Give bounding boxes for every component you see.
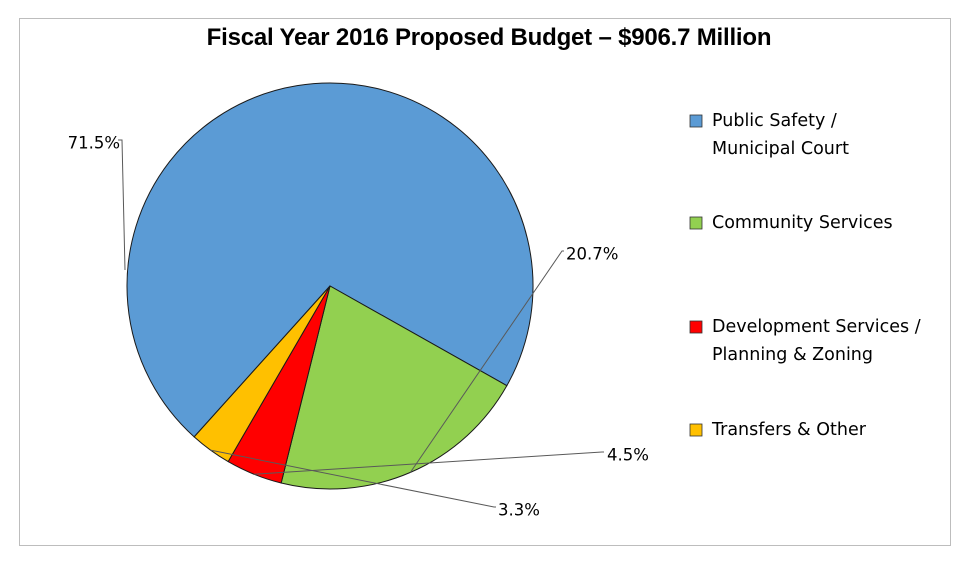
pie-slices bbox=[126, 82, 534, 490]
data-label: 20.7% bbox=[566, 245, 618, 264]
legend-entry-label: Transfers & Other bbox=[711, 420, 867, 440]
data-label: 4.5% bbox=[607, 446, 649, 465]
legend: Public Safety / Municipal Court Community … bbox=[689, 111, 921, 440]
data-label: 71.5% bbox=[68, 134, 120, 153]
legend-entry-label: Community Services bbox=[712, 213, 893, 233]
leader-lines bbox=[118, 139, 604, 508]
leader-line bbox=[210, 449, 496, 508]
legend-entry-label: Development Services / bbox=[712, 317, 921, 337]
leader-line bbox=[118, 139, 126, 271]
pie-slice bbox=[126, 82, 534, 438]
legend-swatch bbox=[689, 216, 703, 230]
legend-swatch bbox=[689, 423, 703, 437]
legend-entry-label: Municipal Court bbox=[712, 139, 849, 159]
legend-entry-label: Planning & Zoning bbox=[712, 345, 873, 365]
chart-title: Fiscal Year 2016 Proposed Budget – $906.… bbox=[206, 24, 772, 51]
data-labels: 71.5% 20.7% 4.5% 3.3% bbox=[68, 134, 649, 520]
legend-swatch bbox=[689, 320, 703, 334]
leader-line bbox=[409, 250, 564, 473]
leader-line bbox=[253, 451, 604, 475]
legend-entry-label: Public Safety / bbox=[712, 111, 837, 131]
legend-swatch bbox=[689, 114, 703, 128]
data-label: 3.3% bbox=[498, 501, 540, 520]
